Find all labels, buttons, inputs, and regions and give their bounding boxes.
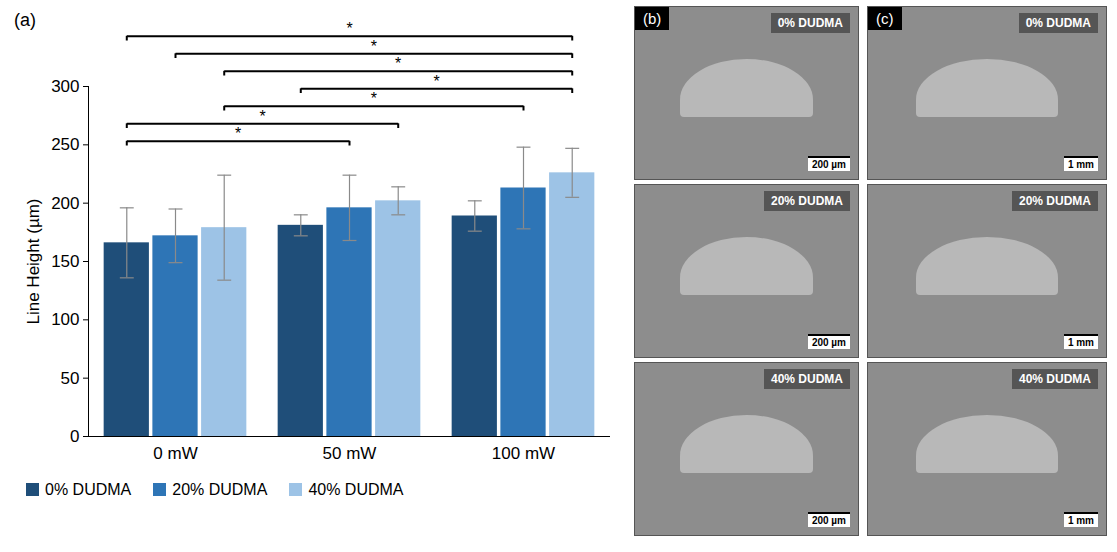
html-text:1 mm: 1 mm	[1067, 515, 1094, 526]
svg-text:100 mW: 100 mW	[492, 444, 555, 463]
html-text:200 µm: 200 µm	[811, 337, 846, 348]
html-text:0% DUDMA: 0% DUDMA	[1025, 16, 1091, 30]
html-text:20% DUDMA: 20% DUDMA	[771, 194, 843, 208]
html-text:(a): (a)	[14, 10, 36, 30]
html-text:1 mm: 1 mm	[1067, 337, 1094, 348]
html-text:200 µm: 200 µm	[811, 159, 846, 170]
svg-text:150: 150	[51, 252, 79, 271]
svg-text:200: 200	[51, 194, 79, 213]
svg-text:*: *	[371, 38, 377, 55]
svg-text:*: *	[395, 55, 401, 72]
html-text:40% DUDMA: 40% DUDMA	[771, 372, 843, 386]
html-text:0% DUDMA: 0% DUDMA	[777, 16, 843, 30]
svg-text:*: *	[235, 125, 241, 142]
svg-text:*: *	[346, 20, 352, 37]
svg-text:300: 300	[51, 77, 79, 96]
html-text:200 µm: 200 µm	[811, 515, 846, 526]
html-text:40% DUDMA: 40% DUDMA	[1019, 372, 1091, 386]
svg-text:*: *	[433, 73, 439, 90]
html-text:20% DUDMA: 20% DUDMA	[1019, 194, 1091, 208]
html-text:0% DUDMA: 0% DUDMA	[45, 481, 132, 498]
svg-text:*: *	[259, 108, 265, 125]
svg-text:0 mW: 0 mW	[153, 444, 197, 463]
svg-text:250: 250	[51, 135, 79, 154]
html-text:(c): (c)	[876, 10, 894, 27]
svg-text:50: 50	[61, 369, 80, 388]
svg-text:50 mW: 50 mW	[323, 444, 377, 463]
svg-text:100: 100	[51, 310, 79, 329]
html-text:20% DUDMA: 20% DUDMA	[172, 481, 268, 498]
svg-text:Line Height (µm): Line Height (µm)	[24, 198, 43, 324]
html-text:1 mm: 1 mm	[1067, 159, 1094, 170]
svg-text:0: 0	[70, 427, 79, 446]
svg-text:*: *	[371, 90, 377, 107]
html-text:40% DUDMA: 40% DUDMA	[308, 481, 404, 498]
html-text:(b): (b)	[643, 10, 662, 27]
